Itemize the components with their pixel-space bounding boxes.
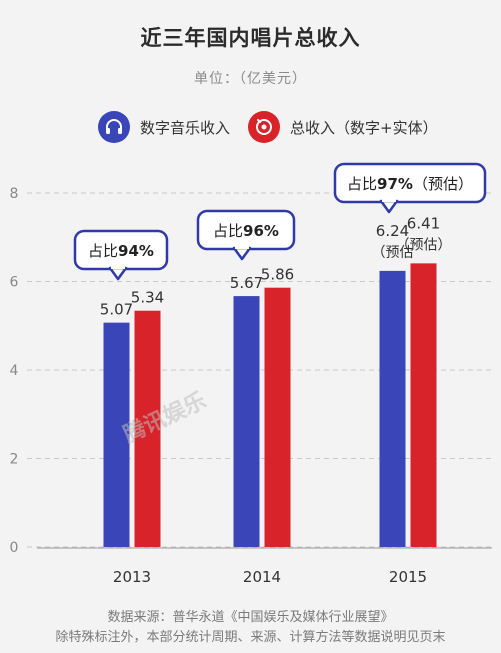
unit-label: 单位：（亿美元） [194,71,307,87]
data-label-note: （预估） [396,237,452,253]
callout-label: 占比97%（预估） [347,175,473,193]
source-line-2: 除特殊标注外，本部分统计周期、来源、计算方法等数据说明见页末 [55,630,446,645]
data-label: 5.86 [261,266,294,284]
bar [264,287,291,547]
y-tick-label: 8 [10,186,19,202]
bar [103,322,130,547]
x-tick-label: 2015 [389,568,427,586]
legend-item-digital: 数字音乐收入 [98,110,230,144]
callout-pointer [379,199,399,214]
legend-label: 数字音乐收入 [140,118,231,137]
data-label-note: （预估 [372,245,414,261]
callout-pointer [108,266,128,281]
data-label: 5.67 [230,274,263,292]
data-label: 6.24 [376,222,409,240]
callout-pointer [232,246,252,261]
y-tick-label: 0 [10,540,19,556]
callout-box [333,162,487,204]
data-label: 5.34 [131,289,164,307]
data-label: 5.07 [100,301,133,319]
callout-label: 占比94% [88,242,154,260]
chart-title: 近三年国内唱片总收入 [140,26,361,50]
vinyl-icon [248,111,280,143]
bar [134,310,161,547]
y-tick-label: 6 [10,275,19,291]
callout-label: 占比96% [213,222,279,240]
bar-chart: 0246820135.075.3420145.675.8620156.24（预估… [10,162,492,586]
bar [233,296,260,547]
source-line-1: 数据来源：普华永道《中国娱乐及媒体行业展望》 [107,610,394,625]
data-label: 6.41 [407,214,440,232]
x-tick-label: 2014 [243,568,281,586]
legend-item-total: 总收入（数字+实体） [248,110,438,144]
legend-label: 总收入（数字+实体） [290,118,438,137]
y-tick-label: 2 [10,452,19,468]
bar [379,270,406,547]
x-tick-label: 2013 [113,568,151,586]
y-tick-label: 4 [10,363,19,379]
headphones-icon [98,111,130,143]
bar [410,263,437,547]
